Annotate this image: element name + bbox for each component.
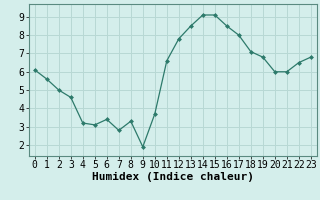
X-axis label: Humidex (Indice chaleur): Humidex (Indice chaleur) <box>92 172 254 182</box>
